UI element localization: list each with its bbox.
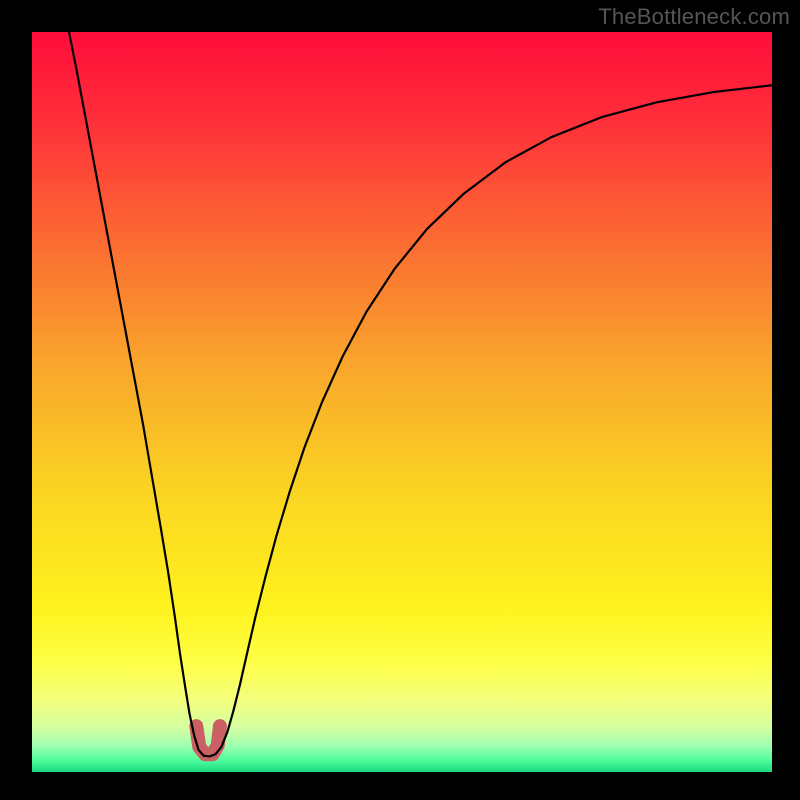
bottleneck-curve-chart — [32, 32, 772, 772]
watermark-text: TheBottleneck.com — [598, 4, 790, 30]
gradient-background — [32, 32, 772, 772]
chart-container: TheBottleneck.com — [0, 0, 800, 800]
plot-area — [32, 32, 772, 772]
